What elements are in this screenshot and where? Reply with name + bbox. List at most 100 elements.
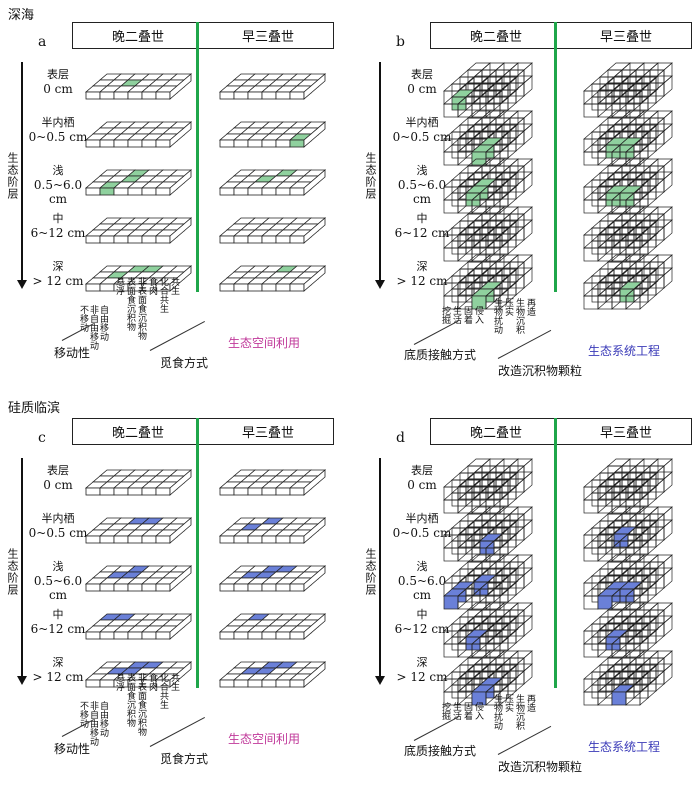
header-late-permian: 晚二叠世 bbox=[469, 426, 522, 441]
grid-cube-side bbox=[499, 540, 509, 562]
grid-cube-side bbox=[501, 165, 511, 187]
grid-cube-top bbox=[635, 602, 659, 611]
level-name: 深 bbox=[416, 656, 428, 669]
grid-cell-front bbox=[113, 91, 129, 100]
grid-cube-side bbox=[487, 69, 497, 91]
mobility-category: 不移动 bbox=[78, 305, 88, 332]
level-name: 浅 bbox=[52, 560, 64, 573]
grid-cube-top bbox=[509, 554, 533, 563]
grid-late-permian-level-2 bbox=[443, 158, 533, 214]
grid-cube-side bbox=[523, 158, 533, 180]
grid-early-triassic-level-1 bbox=[583, 110, 673, 166]
grid-cube-top bbox=[481, 110, 505, 119]
grid-early-triassic-level-0 bbox=[583, 458, 673, 514]
grid-slab-side bbox=[303, 121, 326, 148]
grid-cube-top bbox=[495, 650, 519, 659]
grid-cube-side bbox=[481, 110, 491, 132]
grid-cube-side bbox=[633, 233, 643, 255]
grid-cube-side bbox=[597, 227, 607, 249]
level-name: 中 bbox=[52, 608, 64, 621]
grid-cube-side bbox=[509, 650, 519, 672]
grid-cube-top bbox=[509, 62, 533, 71]
grid-early-triassic-level-4 bbox=[218, 265, 327, 292]
grid-cube-side bbox=[621, 458, 631, 480]
period-divider-line bbox=[554, 22, 557, 292]
grid-cube-side bbox=[613, 117, 623, 139]
level-depth: 6~12 cm bbox=[30, 622, 86, 636]
level-depth: > 12 cm bbox=[396, 670, 448, 684]
level-depth: > 12 cm bbox=[396, 274, 448, 288]
grid-cell-front bbox=[219, 535, 235, 544]
grid-cube-side bbox=[635, 206, 645, 228]
grid-cube-side bbox=[649, 62, 659, 84]
grid-cell-front bbox=[113, 139, 129, 148]
grid-cube-side bbox=[663, 602, 673, 624]
grid-cube-side bbox=[655, 130, 665, 152]
grid-cube-side bbox=[493, 485, 503, 507]
grid-cube-top bbox=[635, 62, 659, 71]
modify-category: 再造 bbox=[525, 694, 535, 712]
grid-late-permian-level-3 bbox=[84, 613, 193, 640]
grid-cell-front bbox=[261, 535, 277, 544]
grid-cube-side bbox=[473, 657, 483, 679]
grid-cube-side bbox=[495, 110, 505, 132]
grid-cube-side bbox=[499, 240, 509, 262]
grid-cube-side bbox=[639, 588, 649, 610]
feeding-category: 悬浮 bbox=[114, 673, 124, 691]
contact-category: 挖掘 bbox=[440, 702, 450, 720]
header-early-triassic: 早三叠世 bbox=[241, 30, 294, 45]
tier-axis-title: 生态阶层 bbox=[364, 152, 377, 200]
grid-cell-front bbox=[155, 187, 171, 196]
tier-axis-line bbox=[21, 62, 23, 282]
grid-cube-side bbox=[621, 62, 631, 84]
grid-cell-front bbox=[99, 535, 115, 544]
grid-cell-front bbox=[155, 487, 171, 496]
grid-cube-side bbox=[655, 69, 665, 91]
grid-cube-side bbox=[663, 567, 673, 589]
grid-cube-top bbox=[635, 506, 659, 515]
grid-cell-front bbox=[289, 91, 305, 100]
grid-cube-side bbox=[663, 458, 673, 480]
grid-cube-side bbox=[663, 267, 673, 289]
panel-letter: b bbox=[396, 34, 405, 50]
tier-axis-title: 生态阶层 bbox=[6, 548, 19, 596]
grid-cube-top bbox=[467, 62, 491, 71]
grid-late-permian-level-1 bbox=[84, 121, 193, 148]
modify-category: 生物沉积 bbox=[514, 694, 524, 730]
grid-cube-top bbox=[635, 650, 659, 659]
grid-cube-side bbox=[655, 165, 665, 187]
grid-cell-front bbox=[261, 583, 277, 592]
grid-cell-front bbox=[127, 187, 143, 196]
grid-cube-side bbox=[481, 206, 491, 228]
grid-cell-front bbox=[127, 235, 143, 244]
modify-category: 生物扰动 bbox=[492, 298, 502, 334]
grid-cube-side bbox=[507, 533, 517, 555]
grid-cube-side bbox=[493, 581, 503, 603]
level-name: 中 bbox=[416, 608, 428, 621]
arrow-down-icon bbox=[17, 280, 27, 289]
grid-cell-front bbox=[233, 91, 249, 100]
grid-cube-side bbox=[479, 89, 489, 111]
grid-cube-top bbox=[495, 506, 519, 515]
grid-slab-side bbox=[169, 613, 192, 640]
brace-contact bbox=[413, 716, 459, 741]
grid-cell-front bbox=[261, 487, 277, 496]
grid-late-permian-level-2 bbox=[443, 554, 533, 610]
grid-cell-front bbox=[113, 487, 129, 496]
grid-cube-top bbox=[621, 110, 645, 119]
grid-slab-side bbox=[169, 469, 192, 496]
grid-cube-side bbox=[523, 254, 533, 276]
grid-cube-side bbox=[501, 513, 511, 535]
grid-cube-side bbox=[641, 165, 651, 187]
grid-late-permian-level-1 bbox=[84, 517, 193, 544]
level-depth: 0 cm bbox=[407, 82, 437, 96]
grid-late-permian-level-4 bbox=[443, 254, 533, 310]
grid-cube-side bbox=[663, 123, 673, 145]
grid-cell-front bbox=[289, 679, 305, 688]
grid-cube-side bbox=[509, 158, 519, 180]
grid-cube-side bbox=[655, 261, 665, 283]
grid-cube-side bbox=[663, 62, 673, 84]
grid-cube-top bbox=[635, 458, 659, 467]
grid-cube-side bbox=[647, 137, 657, 159]
grid-cube-side bbox=[507, 629, 517, 651]
